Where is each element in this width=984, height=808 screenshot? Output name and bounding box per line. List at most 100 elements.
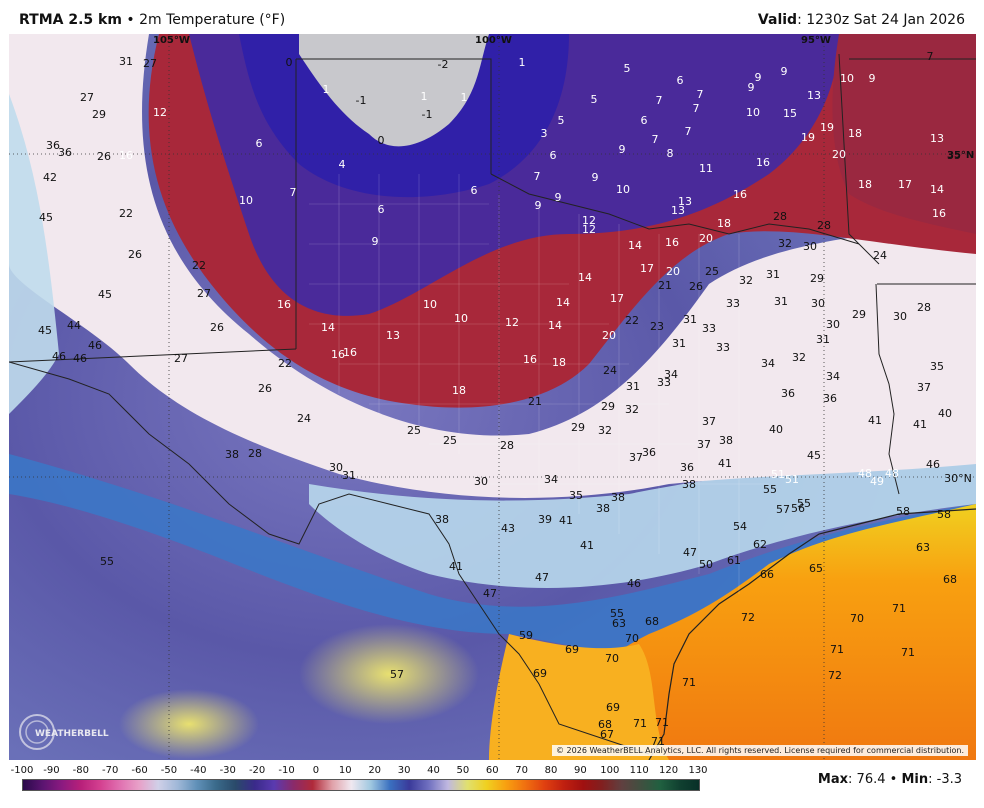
- temp-label: 1: [421, 90, 428, 103]
- temp-label: 9: [535, 199, 542, 212]
- temp-label: 28: [773, 210, 787, 223]
- temp-label: 13: [678, 195, 692, 208]
- max-min-stats: Max: 76.4 • Min: -3.3: [817, 772, 962, 787]
- temp-label: 39: [538, 513, 552, 526]
- temp-label: 30: [329, 461, 343, 474]
- temp-label: 40: [769, 423, 783, 436]
- temp-label: 71: [655, 716, 669, 729]
- temp-label: 17: [640, 262, 654, 275]
- colorbar: [22, 779, 700, 791]
- temp-label: 16: [523, 353, 537, 366]
- county-grid: [309, 174, 769, 594]
- temp-label: 58: [896, 505, 910, 518]
- temp-label: 68: [943, 573, 957, 586]
- temp-label: 38: [435, 513, 449, 526]
- mild-band: [309, 454, 976, 588]
- temp-label: 32: [739, 274, 753, 287]
- temperature-map[interactable]: 105°W 100°W 95°W 35°N 31 27 27 29 36 36 26 16 42…: [9, 34, 976, 760]
- max-label: Max: [817, 772, 849, 787]
- temp-label: 45: [98, 288, 112, 301]
- temp-label: 7: [685, 125, 692, 138]
- colorbar-tick: 80: [544, 765, 558, 776]
- lon-label-100w: 100°W: [475, 35, 512, 46]
- temp-label: 46: [627, 577, 641, 590]
- temp-label: 13: [930, 132, 944, 145]
- temp-label: 20: [699, 232, 713, 245]
- temp-label: 14: [578, 271, 592, 284]
- temp-label: 29: [92, 108, 106, 121]
- temp-label: -1: [422, 108, 433, 121]
- mexico-warm-1: [299, 624, 479, 724]
- temp-label: 22: [625, 314, 639, 327]
- temp-label: 26: [97, 150, 111, 163]
- temp-label: 4: [339, 158, 346, 171]
- temp-label: 9: [748, 81, 755, 94]
- temp-label: 0: [378, 134, 385, 147]
- temp-label: 41: [580, 539, 594, 552]
- temp-label: 26: [689, 280, 703, 293]
- temp-label: 22: [192, 259, 206, 272]
- temp-label: 10: [746, 106, 760, 119]
- temp-label: 65: [809, 562, 823, 575]
- temp-label: 41: [449, 560, 463, 573]
- temp-label: 71: [682, 676, 696, 689]
- temp-label: 20: [602, 329, 616, 342]
- temp-label: 20: [666, 265, 680, 278]
- temp-label: 30: [826, 318, 840, 331]
- temp-label: 47: [483, 587, 497, 600]
- temp-label: 63: [612, 617, 626, 630]
- temp-label: 48: [885, 467, 899, 480]
- temp-label: 23: [650, 320, 664, 333]
- lat-label-35n: 35°N: [947, 150, 974, 161]
- temp-label: 9: [372, 235, 379, 248]
- temp-label: 71: [892, 602, 906, 615]
- temp-label: 68: [645, 615, 659, 628]
- temp-label: 70: [850, 612, 864, 625]
- temp-label: 45: [38, 324, 52, 337]
- temp-label: 32: [778, 237, 792, 250]
- temp-label: 71: [830, 643, 844, 656]
- coastline: [648, 508, 976, 760]
- min-value: -3.3: [936, 772, 962, 787]
- temp-label: 14: [548, 319, 562, 332]
- temp-label: 57: [390, 668, 404, 681]
- temp-label: 38: [682, 478, 696, 491]
- temp-label: 31: [672, 337, 686, 350]
- temp-label: 45: [807, 449, 821, 462]
- temp-label: 36: [46, 139, 60, 152]
- temp-label: 31: [766, 268, 780, 281]
- temp-label: 16: [932, 207, 946, 220]
- temp-label: 33: [716, 341, 730, 354]
- temp-label: 6: [378, 203, 385, 216]
- temp-label: 6: [471, 184, 478, 197]
- temp-label: 16: [665, 236, 679, 249]
- temp-label: 10: [239, 194, 253, 207]
- temp-label: 34: [664, 368, 678, 381]
- temp-label: 16: [331, 348, 345, 361]
- temp-label: 35: [930, 360, 944, 373]
- colorbar-tick: -80: [72, 765, 89, 776]
- temp-label: 28: [248, 447, 262, 460]
- temp-label: 1: [461, 91, 468, 104]
- temp-label: 38: [225, 448, 239, 461]
- temp-label: 41: [913, 418, 927, 431]
- temp-label: 6: [256, 137, 263, 150]
- temp-label: 55: [797, 497, 811, 510]
- temp-label: 10: [454, 312, 468, 325]
- temp-label: 27: [174, 352, 188, 365]
- temp-label: 36: [680, 461, 694, 474]
- temp-label: 69: [565, 643, 579, 656]
- temp-label: 45: [39, 211, 53, 224]
- colorbar-tick: 0: [312, 765, 320, 776]
- temp-label: 6: [677, 74, 684, 87]
- temp-label: 69: [606, 701, 620, 714]
- temp-label: 37: [629, 451, 643, 464]
- temp-label: 55: [100, 555, 114, 568]
- temp-label: 24: [603, 364, 617, 377]
- temp-label: 16: [756, 156, 770, 169]
- temp-label: 7: [534, 170, 541, 183]
- temp-label: 20: [832, 148, 846, 161]
- min-label: Min: [901, 772, 929, 787]
- temp-label: 35: [569, 489, 583, 502]
- temp-label: 61: [727, 554, 741, 567]
